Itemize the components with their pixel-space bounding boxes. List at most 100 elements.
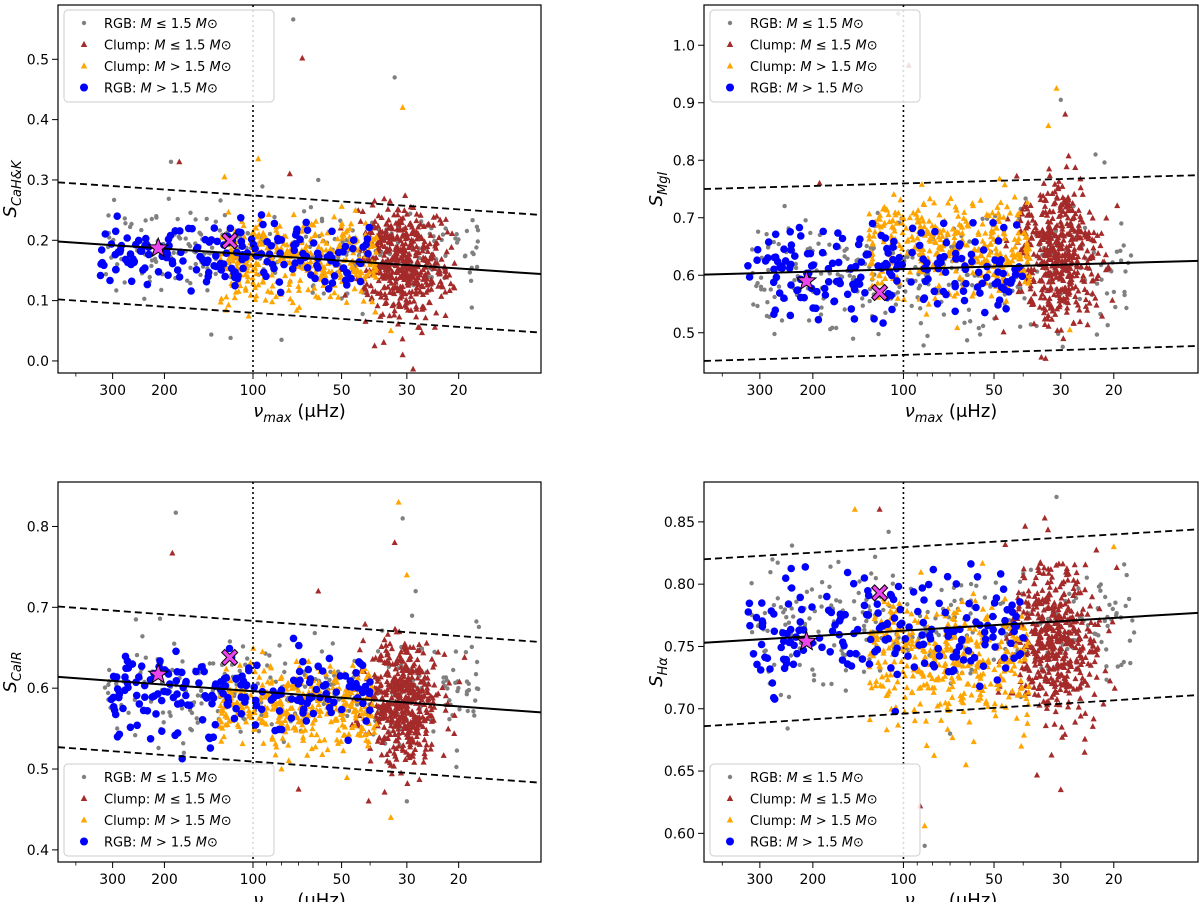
data-point	[921, 343, 926, 348]
data-point	[237, 688, 245, 695]
data-point	[271, 726, 279, 735]
data-point	[806, 318, 812, 323]
data-point	[264, 678, 271, 685]
data-point	[247, 235, 256, 244]
data-point	[309, 719, 316, 726]
data-point	[1039, 277, 1046, 284]
data-point	[340, 696, 347, 703]
data-point	[199, 701, 204, 706]
data-point	[445, 686, 450, 691]
data-point	[793, 265, 799, 271]
data-point	[398, 703, 405, 710]
data-point	[862, 627, 867, 633]
data-point	[364, 250, 372, 258]
data-point	[1121, 659, 1127, 665]
data-point	[1059, 672, 1066, 678]
data-point	[1059, 183, 1066, 189]
data-point	[380, 734, 387, 741]
data-point	[427, 279, 434, 286]
data-point	[930, 287, 939, 296]
data-point	[292, 724, 299, 731]
data-point	[1095, 621, 1102, 627]
data-point	[1072, 675, 1079, 682]
data-point	[1065, 604, 1072, 611]
data-point	[451, 259, 458, 266]
data-point	[342, 291, 349, 298]
data-point	[1093, 301, 1100, 308]
data-point	[408, 230, 415, 237]
data-point	[403, 210, 411, 217]
legend-label: RGB: M ≤ 1.5 M⊙	[104, 17, 218, 32]
data-point	[235, 723, 242, 730]
data-point	[419, 291, 427, 297]
data-point	[259, 234, 266, 241]
data-point	[387, 197, 394, 204]
data-point	[392, 691, 399, 697]
data-point	[893, 219, 900, 226]
data-point	[255, 231, 263, 237]
data-point	[392, 681, 399, 687]
data-point	[751, 302, 756, 307]
data-point	[1084, 247, 1091, 254]
data-point	[293, 225, 301, 234]
data-point	[1009, 251, 1016, 258]
data-point	[423, 256, 430, 263]
data-point	[379, 262, 386, 269]
x-tick-label: 50	[333, 383, 351, 399]
data-point	[225, 644, 234, 653]
data-point	[272, 751, 279, 758]
data-point	[1107, 602, 1112, 607]
data-point	[1086, 255, 1093, 261]
data-point	[413, 305, 420, 312]
data-point	[395, 302, 403, 309]
data-point	[1004, 203, 1011, 210]
data-point	[1040, 236, 1047, 243]
data-point	[834, 598, 839, 603]
data-point	[852, 616, 857, 621]
data-point	[399, 680, 406, 687]
data-point	[423, 741, 430, 748]
data-point	[1044, 592, 1051, 599]
data-point	[393, 250, 401, 257]
data-point	[259, 712, 264, 718]
data-point	[968, 581, 974, 587]
data-point	[951, 282, 959, 291]
data-point	[1026, 272, 1033, 279]
data-point	[313, 731, 320, 738]
data-point	[133, 733, 138, 738]
data-point	[1042, 252, 1049, 258]
data-point	[853, 278, 862, 286]
data-point	[966, 307, 972, 312]
data-point	[443, 675, 449, 680]
data-point	[290, 211, 297, 218]
data-point	[864, 618, 869, 624]
data-point	[429, 694, 436, 701]
data-point	[264, 244, 271, 251]
data-point	[395, 206, 402, 213]
data-point	[1091, 658, 1098, 665]
outlier-point	[400, 516, 405, 521]
data-point	[890, 224, 897, 231]
data-point	[448, 243, 455, 250]
data-point	[402, 662, 409, 669]
data-point	[312, 292, 320, 299]
data-point	[325, 268, 332, 275]
data-point	[915, 207, 922, 213]
data-point	[828, 327, 833, 332]
data-point	[218, 295, 225, 302]
data-point	[374, 685, 381, 692]
data-point	[1099, 277, 1104, 282]
data-point	[776, 284, 782, 289]
data-point	[1057, 201, 1064, 208]
data-point	[782, 203, 787, 209]
data-point	[432, 649, 437, 655]
data-point	[1038, 600, 1045, 607]
data-point	[1027, 202, 1034, 208]
data-point	[1028, 211, 1035, 218]
data-point	[281, 739, 286, 745]
data-point	[994, 204, 1001, 210]
data-point	[1067, 661, 1074, 668]
data-point	[1124, 305, 1129, 311]
data-point	[1038, 353, 1045, 360]
data-point	[305, 286, 312, 293]
